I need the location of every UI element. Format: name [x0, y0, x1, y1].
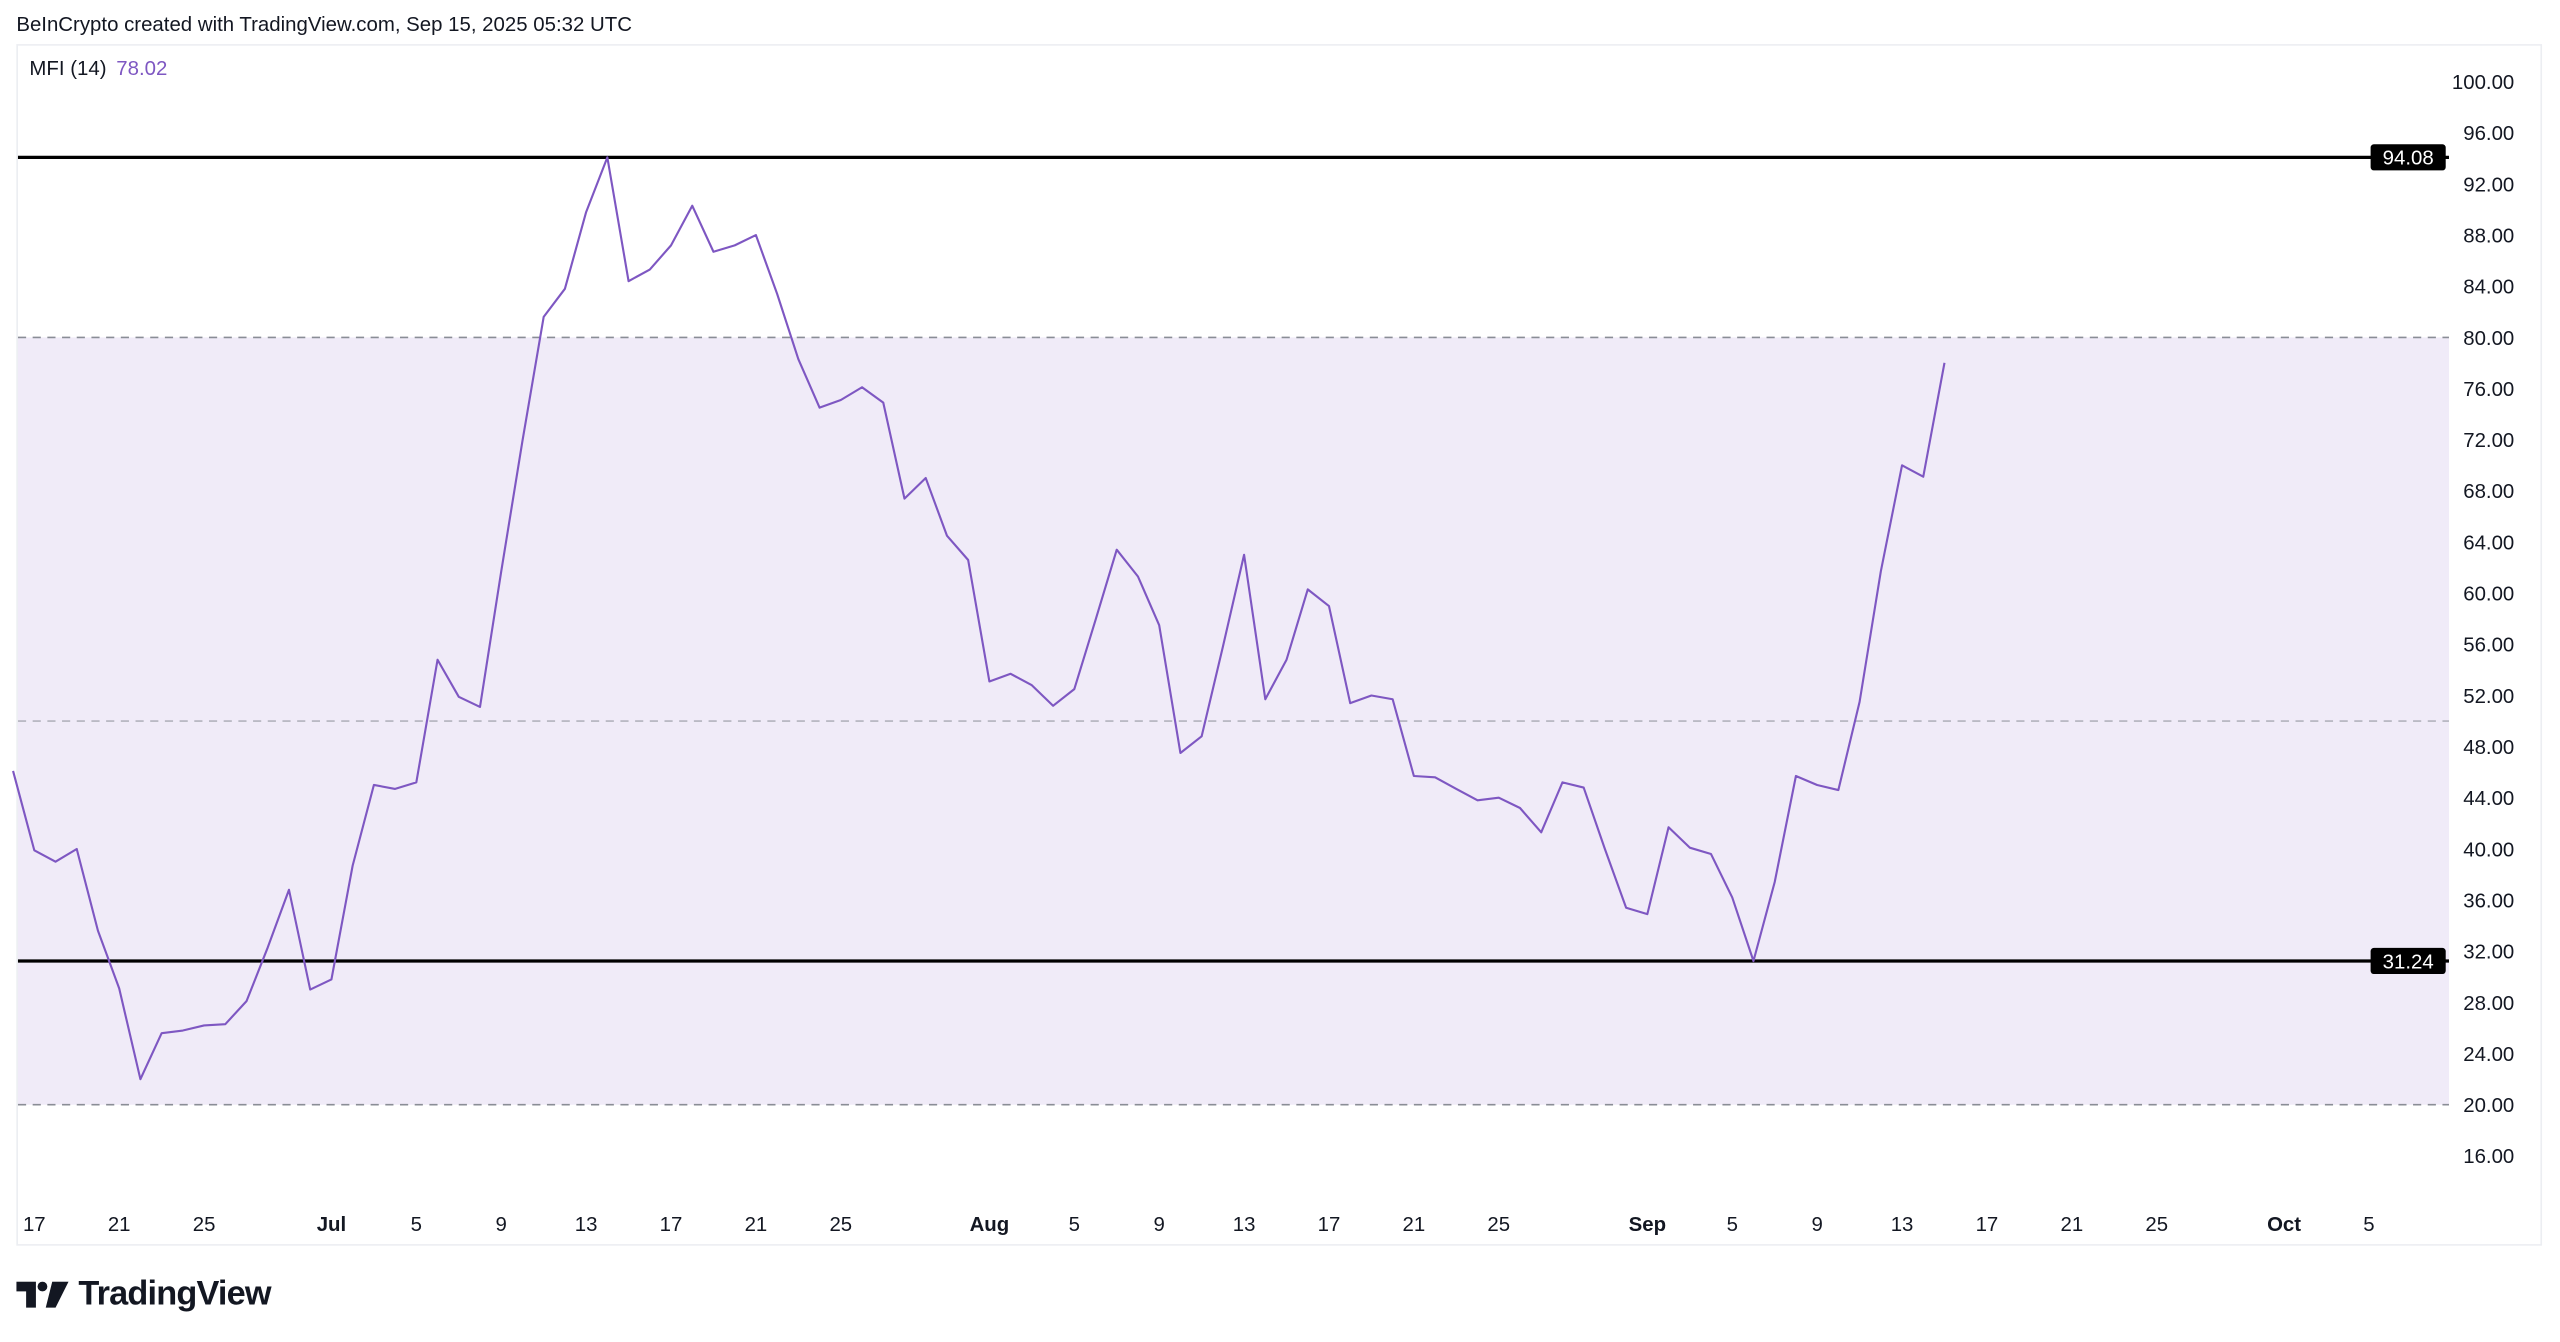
y-tick-label: 40.00: [2463, 839, 2514, 861]
x-tick-label: 9: [496, 1214, 507, 1236]
y-tick-label: 92.00: [2463, 174, 2514, 196]
x-tick-label: 9: [1154, 1214, 1165, 1236]
tradingview-logo[interactable]: TradingView: [16, 1275, 272, 1314]
y-tick-label: 84.00: [2463, 277, 2514, 299]
x-tick-label: 13: [1233, 1214, 1256, 1236]
logo-text: TradingView: [78, 1275, 271, 1313]
y-tick-label: 48.00: [2463, 737, 2514, 759]
x-tick-label: 5: [1727, 1214, 1738, 1236]
x-tick-label: 21: [2060, 1214, 2083, 1236]
level-price-label: 31.24: [2383, 951, 2434, 973]
x-tick-label: 25: [193, 1214, 216, 1236]
x-tick-label: 21: [1403, 1214, 1426, 1236]
x-tick-label: 13: [575, 1214, 598, 1236]
y-tick-label: 52.00: [2463, 686, 2514, 708]
level-price-label-bg: [2370, 947, 2446, 975]
y-tick-label: 80.00: [2463, 328, 2514, 350]
y-tick-label: 88.00: [2463, 225, 2514, 247]
indicator-value: 78.02: [116, 57, 168, 80]
y-tick-label: 32.00: [2463, 942, 2514, 964]
y-tick-label: 24.00: [2463, 1044, 2514, 1066]
x-tick-label: 17: [23, 1214, 46, 1236]
y-tick-label: 76.00: [2463, 379, 2514, 401]
y-tick-label: 28.00: [2463, 993, 2514, 1015]
level-price-label-bg: [2370, 144, 2446, 171]
y-tick-label: 72.00: [2463, 430, 2514, 452]
x-tick-label: 25: [1487, 1214, 1510, 1236]
x-tick-label: 5: [1069, 1214, 1080, 1236]
y-tick-label: 68.00: [2463, 481, 2514, 503]
x-tick-label: 17: [660, 1214, 683, 1236]
x-tick-label: 25: [2145, 1214, 2168, 1236]
tradingview-logo-icon: [16, 1281, 69, 1308]
x-tick-label: 21: [745, 1214, 768, 1236]
y-tick-label: 56.00: [2463, 635, 2514, 657]
x-tick-label: 21: [108, 1214, 131, 1236]
y-tick-label: 60.00: [2463, 584, 2514, 606]
x-tick-label: 5: [411, 1214, 422, 1236]
y-tick-label: 16.00: [2463, 1146, 2514, 1168]
attribution-text: BeInCrypto created with TradingView.com,…: [16, 13, 632, 36]
x-tick-label: 9: [1811, 1214, 1822, 1236]
x-tick-label: 5: [2363, 1214, 2374, 1236]
x-tick-label: 13: [1891, 1214, 1914, 1236]
x-tick-label: Sep: [1629, 1214, 1666, 1236]
y-tick-label: 36.00: [2463, 890, 2514, 912]
x-tick-label: 25: [829, 1214, 852, 1236]
mfi-line: [12, 156, 1946, 1081]
indicator-name: MFI (14): [29, 57, 107, 80]
x-tick-label: 17: [1318, 1214, 1341, 1236]
mfi-band-fill: [17, 337, 2449, 1105]
y-tick-label: 100.00: [2452, 72, 2514, 94]
y-tick-label: 96.00: [2463, 123, 2514, 145]
x-tick-label: Aug: [970, 1214, 1010, 1236]
x-tick-label: 17: [1976, 1214, 1999, 1236]
y-tick-label: 44.00: [2463, 788, 2514, 810]
y-tick-label: 20.00: [2463, 1095, 2514, 1117]
y-tick-label: 64.00: [2463, 532, 2514, 554]
x-tick-label: Oct: [2267, 1214, 2301, 1236]
level-price-label: 94.08: [2383, 148, 2434, 170]
indicator-legend[interactable]: MFI (14) 78.02: [29, 57, 167, 80]
x-tick-label: Jul: [317, 1214, 346, 1236]
chart-pane[interactable]: [16, 44, 2543, 1246]
